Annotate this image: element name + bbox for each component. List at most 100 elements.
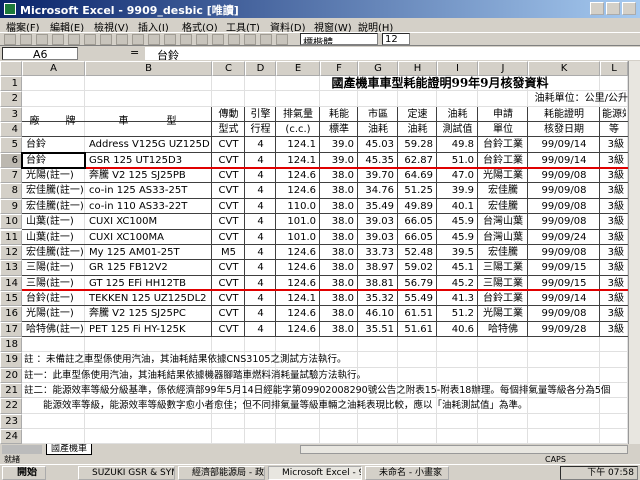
cell[interactable]: 耗能證明 bbox=[544, 108, 584, 120]
cell[interactable]: CVT bbox=[218, 292, 239, 304]
cell[interactable]: TEKKEN 125 UZ125DL2 bbox=[89, 292, 207, 304]
cell[interactable]: 124.6 bbox=[287, 185, 316, 197]
cell[interactable]: 市區 bbox=[368, 108, 388, 120]
cell[interactable]: 39.9 bbox=[451, 185, 474, 197]
toolbar-button[interactable] bbox=[20, 34, 32, 45]
cell[interactable]: co-in 110 AS33-22T bbox=[89, 200, 188, 212]
cell[interactable]: co-in 125 AS33-25T bbox=[89, 185, 188, 197]
menu-item[interactable]: 檔案(F) bbox=[6, 23, 40, 32]
cell[interactable]: 49.8 bbox=[451, 139, 474, 151]
cell[interactable]: 台鈴 bbox=[26, 139, 46, 151]
cell[interactable]: 奔騰 V2 125 SJ25PC bbox=[89, 308, 186, 320]
cell[interactable]: 4 bbox=[257, 323, 264, 335]
cell[interactable]: 國產機車車型耗能證明99年9月核發資料 bbox=[331, 76, 549, 90]
cell[interactable]: 99/09/08 bbox=[541, 308, 587, 320]
taskbar-item[interactable]: Microsoft Excel - 990... bbox=[268, 466, 362, 480]
cell[interactable]: 99/09/14 bbox=[541, 139, 587, 151]
cell[interactable]: 61.51 bbox=[404, 308, 433, 320]
cell[interactable]: 3級 bbox=[607, 185, 624, 197]
column-header[interactable]: B bbox=[85, 61, 212, 76]
cell[interactable]: CUXI XC100MA bbox=[89, 231, 164, 243]
cell[interactable]: 三陽(註一) bbox=[26, 262, 74, 274]
cell[interactable]: 45.35 bbox=[365, 154, 394, 166]
cell[interactable]: 39.0 bbox=[331, 154, 354, 166]
row-header[interactable]: 13 bbox=[0, 260, 22, 276]
cell[interactable]: 宏佳騰(註一) bbox=[26, 200, 83, 212]
close-button[interactable] bbox=[622, 2, 636, 15]
cell[interactable]: CVT bbox=[218, 323, 239, 335]
toolbar-button[interactable] bbox=[228, 34, 240, 45]
cell[interactable]: 41.3 bbox=[451, 292, 474, 304]
menu-item[interactable]: 視窗(W) bbox=[314, 23, 352, 32]
cell[interactable]: GR 125 FB12V2 bbox=[89, 262, 168, 274]
cell[interactable]: CVT bbox=[218, 277, 239, 289]
cell[interactable]: CVT bbox=[218, 139, 239, 151]
vertical-scrollbar[interactable] bbox=[628, 61, 640, 444]
row-header[interactable]: 23 bbox=[0, 413, 22, 430]
cell[interactable]: 引擎 bbox=[250, 108, 271, 120]
cell[interactable]: CVT bbox=[218, 231, 239, 243]
cell[interactable]: 耗能 bbox=[329, 108, 349, 120]
cell[interactable]: 宏佳騰 bbox=[488, 200, 518, 212]
cell[interactable]: 99/09/08 bbox=[541, 185, 587, 197]
minimize-button[interactable] bbox=[590, 2, 604, 15]
cell[interactable]: 4 bbox=[257, 292, 264, 304]
cell[interactable]: 56.79 bbox=[404, 277, 433, 289]
cell[interactable]: 38.0 bbox=[331, 200, 354, 212]
cell[interactable]: 38.97 bbox=[365, 262, 394, 274]
cell[interactable]: 38.0 bbox=[331, 185, 354, 197]
cell[interactable]: 38.0 bbox=[331, 246, 354, 258]
cell[interactable]: 55.49 bbox=[404, 292, 433, 304]
cell[interactable]: 39.03 bbox=[365, 231, 394, 243]
cell[interactable]: CVT bbox=[218, 216, 239, 228]
cell[interactable]: 4 bbox=[257, 231, 264, 243]
cell[interactable]: 99/09/08 bbox=[541, 170, 587, 182]
cell[interactable]: CVT bbox=[218, 262, 239, 274]
cell[interactable]: GSR 125 UT125D3 bbox=[89, 154, 183, 166]
row-header[interactable]: 8 bbox=[0, 183, 22, 199]
cell[interactable]: 99/09/24 bbox=[541, 231, 587, 243]
row-header[interactable]: 16 bbox=[0, 306, 22, 322]
cell[interactable]: 排氣量 bbox=[283, 108, 313, 120]
cell[interactable]: 124.6 bbox=[287, 170, 316, 182]
toolbar-button[interactable] bbox=[260, 34, 272, 45]
horizontal-scrollbar[interactable] bbox=[300, 445, 628, 454]
cell[interactable]: 99/09/08 bbox=[541, 216, 587, 228]
cell[interactable]: 99/09/15 bbox=[541, 277, 587, 289]
cell[interactable]: 62.87 bbox=[404, 154, 433, 166]
cell[interactable]: 4 bbox=[257, 170, 264, 182]
font-box[interactable]: 標楷體 bbox=[300, 33, 378, 45]
cell[interactable]: 型式 bbox=[218, 124, 239, 136]
menu-item[interactable]: 插入(I) bbox=[138, 23, 169, 32]
cell[interactable]: 台鈴工業 bbox=[483, 139, 523, 151]
cell[interactable]: 能源效率等級，能源效率等級數字愈小者愈佳；但不同排氣量等級車輛之油耗表現比較，應… bbox=[24, 400, 528, 412]
column-header[interactable]: A bbox=[22, 61, 85, 76]
cell[interactable]: 油耗 bbox=[447, 108, 468, 120]
row-header[interactable]: 24 bbox=[0, 429, 22, 444]
menu-item[interactable]: 說明(H) bbox=[358, 23, 394, 32]
tab-navigation[interactable] bbox=[2, 445, 42, 454]
cell[interactable]: 34.76 bbox=[365, 185, 394, 197]
cell[interactable]: 註一：此車型係使用汽油，其油耗結果依據機器腳踏車燃料消耗量試驗方法執行。 bbox=[24, 369, 367, 381]
row-header[interactable]: 15 bbox=[0, 290, 22, 307]
cell[interactable]: 35.32 bbox=[365, 292, 394, 304]
cell[interactable]: 定速 bbox=[407, 108, 428, 120]
cell[interactable]: CUXI XC100M bbox=[89, 216, 158, 228]
toolbar-button[interactable] bbox=[180, 34, 192, 45]
cell[interactable]: 110.0 bbox=[287, 200, 316, 212]
row-header[interactable]: 18 bbox=[0, 336, 22, 353]
taskbar-item[interactable]: 未命名 - 小畫家 bbox=[365, 466, 449, 480]
cell[interactable]: 124.1 bbox=[287, 139, 316, 151]
cell[interactable]: 台鈴 bbox=[26, 154, 46, 166]
cell[interactable]: 台鈴(註一) bbox=[26, 292, 74, 304]
cell[interactable]: 66.05 bbox=[404, 216, 433, 228]
cell[interactable]: 等 bbox=[609, 124, 619, 136]
cell[interactable]: 124.6 bbox=[287, 277, 316, 289]
column-header[interactable]: C bbox=[212, 61, 245, 76]
cell[interactable]: 35.49 bbox=[365, 200, 394, 212]
cell[interactable]: 45.9 bbox=[451, 216, 474, 228]
cell[interactable]: 4 bbox=[257, 139, 264, 151]
menu-item[interactable]: 格式(O) bbox=[182, 23, 218, 32]
cell[interactable]: 99/09/08 bbox=[541, 200, 587, 212]
cell[interactable]: 45.2 bbox=[451, 277, 474, 289]
